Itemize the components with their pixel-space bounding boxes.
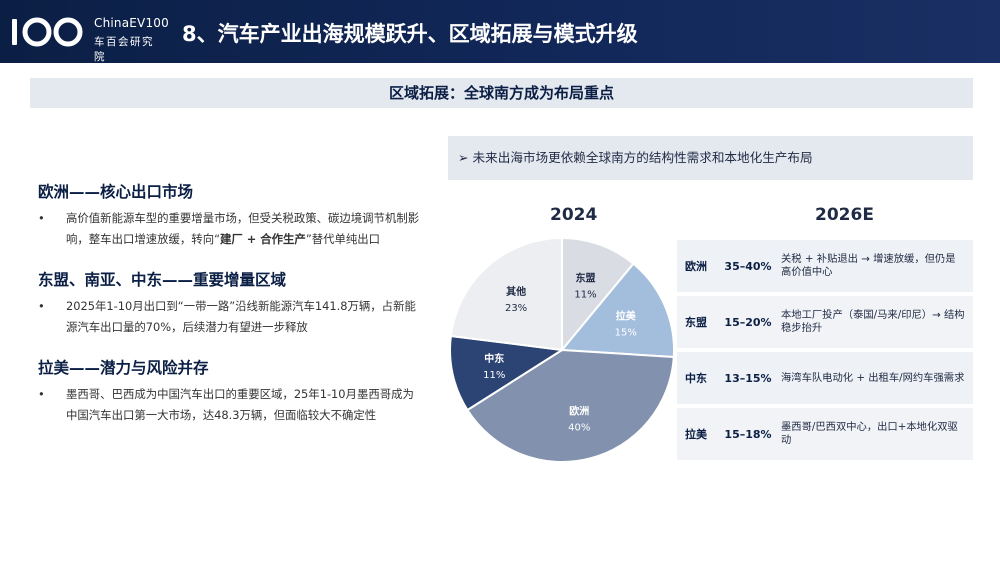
- pie-label-0: 东盟: [576, 272, 596, 285]
- pie-slice-1: [559, 262, 675, 359]
- forecast-title: 2026E: [815, 205, 874, 225]
- forecast-desc: 墨西哥/巴西双中心，出口+本地化双驱动: [781, 421, 958, 446]
- forecast-row: 欧洲 35–40% 关税 + 补贴退出 → 增速放缓，但仍是高价值中心: [677, 240, 973, 292]
- forecast-range: 15–18%: [724, 427, 772, 441]
- pie-label-2: 欧洲: [569, 404, 589, 417]
- page-title: 8、汽车产业出海规模跃升、区域拓展与模式升级: [182, 22, 638, 46]
- header-bar: ChinaEV100 车百会研究院 8、汽车产业出海规模跃升、区域拓展与模式升级: [0, 0, 1000, 63]
- bullet: •: [38, 299, 45, 313]
- region-latam: 拉美——潜力与风险并存 • 墨西哥、巴西成为中国汽车出口的重要区域，25年1-1…: [38, 356, 423, 426]
- region-title: 欧洲——核心出口市场: [38, 183, 194, 201]
- region-description: • 高价值新能源车型的重要增量市场，但受关税政策、碳边境调节机制影响，整车出口增…: [38, 208, 423, 250]
- forecast-desc: 海湾车队电动化 + 出租车/网约车强需求: [781, 371, 965, 384]
- pie-slice-0: [561, 236, 635, 353]
- pie-label-4: 其他: [506, 285, 526, 298]
- forecast-region: 东盟: [685, 316, 707, 329]
- region-description: • 墨西哥、巴西成为中国汽车出口的重要区域，25年1-10月墨西哥成为中国汽车出…: [38, 384, 423, 426]
- pie-chart-title: 2024: [550, 205, 598, 225]
- bullet: •: [38, 211, 45, 225]
- pie-label-1: 拉美: [616, 309, 637, 322]
- forecast-table: 欧洲 35–40% 关税 + 补贴退出 → 增速放缓，但仍是高价值中心 东盟 1…: [677, 240, 973, 464]
- pie-value-4: 23%: [505, 303, 527, 314]
- forecast-range: 35–40%: [724, 259, 772, 273]
- forecast-region: 欧洲: [685, 260, 707, 273]
- regions-list: 欧洲——核心出口市场 • 高价值新能源车型的重要增量市场，但受关税政策、碳边境调…: [38, 180, 423, 444]
- forecast-row: 东盟 15–20% 本地工厂投产（泰国/马来/印尼）→ 结构稳步抬升: [677, 296, 973, 348]
- region-asean: 东盟、南亚、中东——重要增量区域 • 2025年1-10月出口到“一带一路”沿线…: [38, 268, 423, 338]
- pie-label-3: 中东: [484, 352, 504, 365]
- logo-100-icon: [12, 17, 83, 47]
- bullet: •: [38, 387, 45, 401]
- pie-slice-4: [449, 236, 563, 352]
- forecast-row: 中东 13–15% 海湾车队电动化 + 出租车/网约车强需求: [677, 352, 973, 404]
- region-description: • 2025年1-10月出口到“一带一路”沿线新能源汽车141.8万辆，占新能源…: [38, 296, 423, 338]
- forecast-range: 13–15%: [724, 371, 772, 385]
- forecast-region: 中东: [685, 372, 707, 385]
- forecast-desc: 关税 + 补贴退出 → 增速放缓，但仍是高价值中心: [781, 253, 956, 278]
- forecast-region: 拉美: [685, 428, 707, 441]
- highlight-text: 建厂 + 合作生产: [219, 232, 306, 246]
- pie-chart: 东盟 11% 拉美 15% 欧洲 40% 中东 11% 其他 23%: [449, 236, 675, 463]
- pie-slice-3: [449, 334, 565, 412]
- logo-text-cn: 车百会研究院: [94, 36, 154, 63]
- forecast-range: 15–20%: [724, 315, 772, 329]
- region-title: 东盟、南亚、中东——重要增量区域: [38, 271, 287, 289]
- logo: ChinaEV100 车百会研究院: [10, 14, 169, 63]
- pie-value-2: 40%: [568, 422, 590, 433]
- pie-value-0: 11%: [574, 290, 596, 301]
- pie-value-1: 15%: [615, 327, 637, 338]
- forecast-desc: 本地工厂投产（泰国/马来/印尼）→ 结构稳步抬升: [781, 309, 965, 334]
- region-title: 拉美——潜力与风险并存: [38, 359, 209, 377]
- section-subtitle: 区域拓展：全球南方成为布局重点: [30, 78, 973, 108]
- logo-text-en: ChinaEV100: [94, 16, 169, 30]
- region-europe: 欧洲——核心出口市场 • 高价值新能源车型的重要增量市场，但受关税政策、碳边境调…: [38, 180, 423, 250]
- pie-value-3: 11%: [483, 370, 505, 381]
- forecast-row: 拉美 15–18% 墨西哥/巴西双中心，出口+本地化双驱动: [677, 408, 973, 460]
- insight-banner: ➢ 未来出海市场更依赖全球南方的结构性需求和本地化生产布局: [448, 136, 973, 180]
